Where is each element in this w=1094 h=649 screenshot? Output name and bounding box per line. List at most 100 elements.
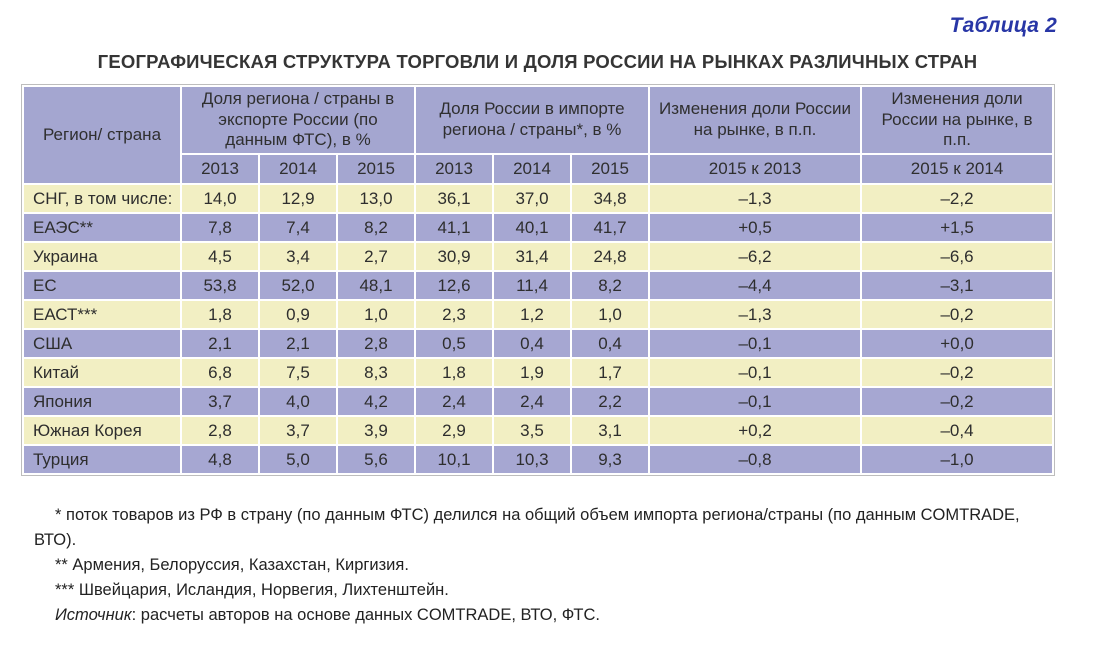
import-2015-cell: 0,4 <box>569 328 651 360</box>
region-cell: Турция <box>22 444 182 476</box>
change-2015-2014-cell: –0,2 <box>860 299 1055 331</box>
export-2014-cell: 7,5 <box>258 357 338 389</box>
header-change-sub-2014: 2015 к 2014 <box>860 153 1055 186</box>
change-2015-2013-cell: –1,3 <box>648 183 863 215</box>
header-row-years: 2013 2014 2015 2013 2014 2015 2015 к 201… <box>23 153 1055 186</box>
header-import-group: Доля России в импорте региона / страны*,… <box>413 84 651 156</box>
table-row: ЕАЭС** 7,8 7,4 8,2 41,1 40,1 41,7 +0,5 +… <box>22 212 1055 244</box>
export-2015-cell: 1,0 <box>336 299 416 331</box>
export-2014-cell: 3,7 <box>258 415 338 447</box>
header-change-group-2014: Изменения доли России на рынке, в п.п. <box>860 84 1055 156</box>
import-2013-cell: 41,1 <box>414 212 494 244</box>
import-2015-cell: 3,1 <box>569 415 651 447</box>
header-region: Регион/ страна <box>22 84 182 186</box>
export-2013-cell: 6,8 <box>180 357 260 389</box>
table-row: Турция 4,8 5,0 5,6 10,1 10,3 9,3 –0,8 –1… <box>22 444 1055 476</box>
change-2015-2014-cell: +0,0 <box>860 328 1055 360</box>
header-export-group: Доля региона / страны в экспорте России … <box>180 84 416 156</box>
change-2015-2014-cell: –2,2 <box>860 183 1055 215</box>
export-2013-cell: 2,8 <box>180 415 260 447</box>
table-row: США 2,1 2,1 2,8 0,5 0,4 0,4 –0,1 +0,0 <box>22 328 1055 360</box>
change-2015-2013-cell: +0,2 <box>648 415 863 447</box>
change-2015-2014-cell: –0,4 <box>860 415 1055 447</box>
import-2013-cell: 0,5 <box>414 328 494 360</box>
import-2013-cell: 30,9 <box>414 241 494 273</box>
import-2015-cell: 24,8 <box>569 241 651 273</box>
export-2013-cell: 53,8 <box>180 270 260 302</box>
table-row: Япония 3,7 4,0 4,2 2,4 2,4 2,2 –0,1 –0,2 <box>22 386 1055 418</box>
trade-table-wrapper: Регион/ страна Доля региона / страны в э… <box>21 84 1056 477</box>
footnotes-block: * поток товаров из РФ в страну (по данны… <box>34 503 1066 628</box>
change-2015-2013-cell: –0,1 <box>648 386 863 418</box>
import-2015-cell: 8,2 <box>569 270 651 302</box>
change-2015-2014-cell: –3,1 <box>860 270 1055 302</box>
header-change-sub-2013: 2015 к 2013 <box>648 153 863 186</box>
export-2015-cell: 8,2 <box>336 212 416 244</box>
header-change-group-2013: Изменения доли России на рынке, в п.п. <box>648 84 863 156</box>
change-2015-2013-cell: –0,1 <box>648 357 863 389</box>
region-cell: Украина <box>22 241 182 273</box>
import-2013-cell: 12,6 <box>414 270 494 302</box>
header-import-2013: 2013 <box>414 153 494 186</box>
import-2014-cell: 10,3 <box>492 444 572 476</box>
import-2014-cell: 1,2 <box>492 299 572 331</box>
export-2015-cell: 2,8 <box>336 328 416 360</box>
export-2013-cell: 14,0 <box>180 183 260 215</box>
table-number-label: Таблица 2 <box>949 14 1057 37</box>
import-2013-cell: 2,4 <box>414 386 494 418</box>
export-2014-cell: 4,0 <box>258 386 338 418</box>
change-2015-2013-cell: –6,2 <box>648 241 863 273</box>
import-2015-cell: 2,2 <box>569 386 651 418</box>
footnote-3: *** Швейцария, Исландия, Норвегия, Лихте… <box>55 581 449 599</box>
export-2015-cell: 2,7 <box>336 241 416 273</box>
table-body: СНГ, в том числе: 14,0 12,9 13,0 36,1 37… <box>22 183 1055 476</box>
source-label: Источник <box>55 606 132 624</box>
import-2014-cell: 1,9 <box>492 357 572 389</box>
change-2015-2014-cell: –0,2 <box>860 357 1055 389</box>
change-2015-2013-cell: –0,1 <box>648 328 863 360</box>
import-2015-cell: 1,0 <box>569 299 651 331</box>
export-2013-cell: 4,5 <box>180 241 260 273</box>
import-2014-cell: 31,4 <box>492 241 572 273</box>
export-2013-cell: 3,7 <box>180 386 260 418</box>
trade-table: Регион/ страна Доля региона / страны в э… <box>22 84 1055 476</box>
export-2013-cell: 7,8 <box>180 212 260 244</box>
import-2015-cell: 34,8 <box>569 183 651 215</box>
export-2015-cell: 3,9 <box>336 415 416 447</box>
header-export-2014: 2014 <box>258 153 338 186</box>
export-2014-cell: 3,4 <box>258 241 338 273</box>
change-2015-2014-cell: –0,2 <box>860 386 1055 418</box>
import-2014-cell: 37,0 <box>492 183 572 215</box>
import-2015-cell: 9,3 <box>569 444 651 476</box>
change-2015-2013-cell: –0,8 <box>648 444 863 476</box>
header-export-2013: 2013 <box>180 153 260 186</box>
import-2013-cell: 10,1 <box>414 444 494 476</box>
export-2015-cell: 5,6 <box>336 444 416 476</box>
export-2013-cell: 4,8 <box>180 444 260 476</box>
table-row: Китай 6,8 7,5 8,3 1,8 1,9 1,7 –0,1 –0,2 <box>22 357 1055 389</box>
region-cell: Южная Корея <box>22 415 182 447</box>
change-2015-2013-cell: +0,5 <box>648 212 863 244</box>
import-2013-cell: 36,1 <box>414 183 494 215</box>
table-row: Украина 4,5 3,4 2,7 30,9 31,4 24,8 –6,2 … <box>22 241 1055 273</box>
change-2015-2013-cell: –1,3 <box>648 299 863 331</box>
export-2014-cell: 2,1 <box>258 328 338 360</box>
table-row: ЕАСТ*** 1,8 0,9 1,0 2,3 1,2 1,0 –1,3 –0,… <box>22 299 1055 331</box>
export-2015-cell: 48,1 <box>336 270 416 302</box>
region-cell: Япония <box>22 386 182 418</box>
header-export-2015: 2015 <box>336 153 416 186</box>
table-row: ЕС 53,8 52,0 48,1 12,6 11,4 8,2 –4,4 –3,… <box>22 270 1055 302</box>
export-2013-cell: 1,8 <box>180 299 260 331</box>
page-title: ГЕОГРАФИЧЕСКАЯ СТРУКТУРА ТОРГОВЛИ И ДОЛЯ… <box>97 51 978 72</box>
footnote-1: * поток товаров из РФ в страну (по данны… <box>34 506 1020 549</box>
import-2015-cell: 1,7 <box>569 357 651 389</box>
table-row: СНГ, в том числе: 14,0 12,9 13,0 36,1 37… <box>22 183 1055 215</box>
export-2015-cell: 13,0 <box>336 183 416 215</box>
import-2013-cell: 2,3 <box>414 299 494 331</box>
header-import-2014: 2014 <box>492 153 572 186</box>
source-text: : расчеты авторов на основе данных COMTR… <box>131 606 600 624</box>
header-row-groups: Регион/ страна Доля региона / страны в э… <box>22 84 1055 186</box>
export-2014-cell: 5,0 <box>258 444 338 476</box>
region-cell: Китай <box>22 357 182 389</box>
